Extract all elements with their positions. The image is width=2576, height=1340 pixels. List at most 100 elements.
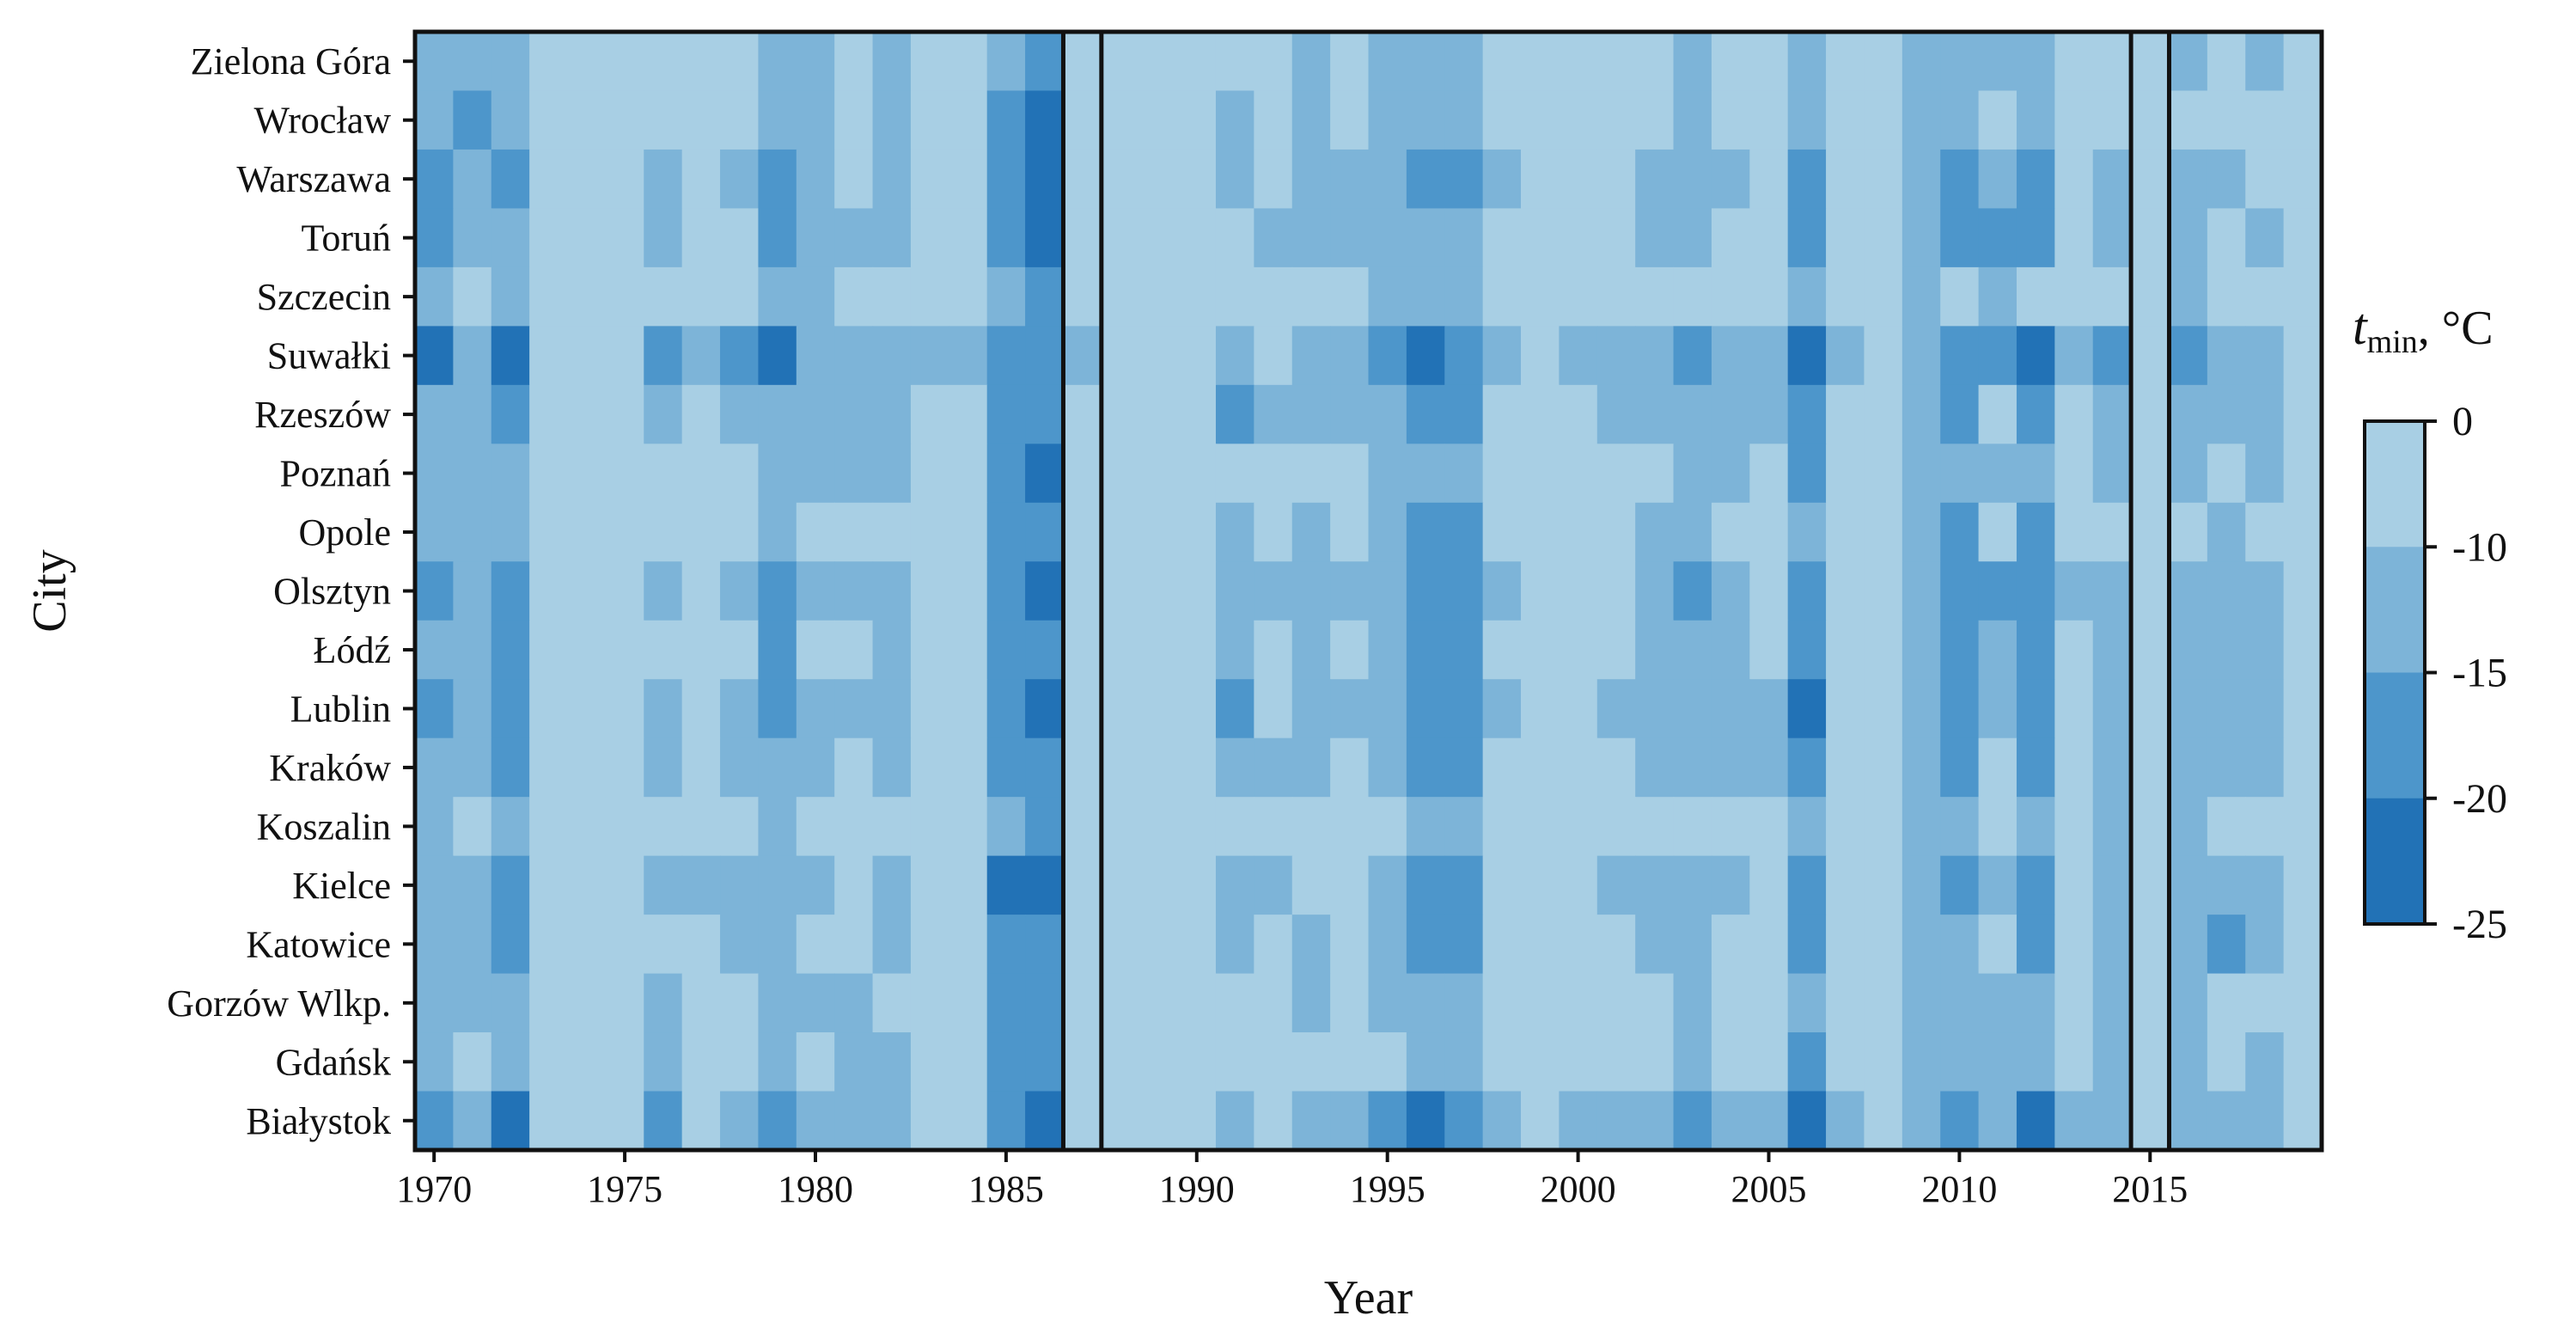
heatmap-cell bbox=[1482, 1032, 1522, 1092]
heatmap-cell bbox=[1063, 797, 1102, 857]
heatmap-cell bbox=[1406, 561, 1445, 621]
heatmap-cell bbox=[1406, 973, 1445, 1033]
heatmap-cell bbox=[1596, 326, 1636, 386]
heatmap-cell bbox=[720, 326, 760, 386]
heatmap-cell bbox=[1291, 444, 1331, 504]
heatmap-cell bbox=[2016, 266, 2055, 327]
heatmap-cell bbox=[1711, 620, 1750, 680]
heatmap-cell bbox=[491, 737, 530, 798]
heatmap-cell bbox=[415, 797, 454, 857]
heatmap-cell bbox=[2169, 561, 2208, 621]
heatmap-cell bbox=[491, 973, 530, 1033]
heatmap-cell bbox=[1177, 797, 1217, 857]
heatmap-cell bbox=[720, 266, 760, 327]
heatmap-cell bbox=[1559, 502, 1598, 562]
heatmap-cell bbox=[949, 561, 988, 621]
heatmap-cell bbox=[2207, 208, 2246, 268]
heatmap-cell bbox=[2016, 384, 2055, 444]
heatmap-cell bbox=[1101, 208, 1140, 268]
heatmap-cell bbox=[872, 384, 912, 444]
heatmap-cell bbox=[1940, 149, 1980, 210]
heatmap-cell bbox=[1482, 384, 1522, 444]
heatmap-cell bbox=[1826, 384, 1865, 444]
heatmap-cell bbox=[2016, 1091, 2055, 1151]
heatmap-cell bbox=[1025, 384, 1065, 444]
heatmap-cell bbox=[796, 620, 835, 680]
heatmap-cell bbox=[491, 444, 530, 504]
heatmap-cell bbox=[1940, 797, 1980, 857]
heatmap-cell bbox=[1559, 620, 1598, 680]
heatmap-cell bbox=[1291, 973, 1331, 1033]
heatmap-cell bbox=[605, 797, 644, 857]
heatmap-cell bbox=[720, 620, 760, 680]
heatmap-cell bbox=[605, 561, 644, 621]
heatmap-cell bbox=[796, 502, 835, 562]
heatmap-cell bbox=[1215, 737, 1254, 798]
heatmap-cell bbox=[415, 502, 454, 562]
heatmap-cell bbox=[2283, 384, 2323, 444]
heatmap-cell bbox=[1559, 266, 1598, 327]
heatmap-cell bbox=[1291, 797, 1331, 857]
heatmap-cell bbox=[1254, 502, 1293, 562]
heatmap-cell bbox=[1787, 1032, 1827, 1092]
heatmap-cell bbox=[1635, 1091, 1675, 1151]
heatmap-cell bbox=[910, 561, 949, 621]
heatmap-cell bbox=[1749, 326, 1789, 386]
heatmap-cell bbox=[2169, 1032, 2208, 1092]
heatmap-cell bbox=[1254, 797, 1293, 857]
heatmap-cell bbox=[681, 90, 721, 150]
heatmap-cell bbox=[872, 90, 912, 150]
heatmap-cell bbox=[1368, 561, 1407, 621]
colorbar-swatch bbox=[2365, 798, 2425, 925]
heatmap-cell bbox=[758, 797, 797, 857]
x-tick-label: 1990 bbox=[1159, 1168, 1235, 1210]
heatmap-cell bbox=[872, 561, 912, 621]
heatmap-cell bbox=[758, 855, 797, 915]
heatmap-cell bbox=[1826, 1032, 1865, 1092]
heatmap-cell bbox=[1901, 149, 1941, 210]
heatmap-cell bbox=[1482, 266, 1522, 327]
heatmap-cell bbox=[2283, 90, 2323, 150]
heatmap-cell bbox=[1215, 266, 1254, 327]
heatmap-cell bbox=[1330, 973, 1370, 1033]
heatmap-cell bbox=[1940, 90, 1980, 150]
heatmap-cell bbox=[720, 208, 760, 268]
heatmap-cell bbox=[681, 1032, 721, 1092]
heatmap-cell bbox=[1254, 149, 1293, 210]
y-tick-label: Katowice bbox=[246, 923, 391, 965]
heatmap-cell bbox=[758, 620, 797, 680]
heatmap-cell bbox=[1978, 502, 2017, 562]
heatmap-cell bbox=[1901, 90, 1941, 150]
heatmap-cell bbox=[681, 915, 721, 975]
heatmap-cell bbox=[1406, 855, 1445, 915]
heatmap-cell bbox=[2283, 149, 2323, 210]
heatmap-cell bbox=[2283, 208, 2323, 268]
heatmap-cell bbox=[1787, 737, 1827, 798]
heatmap-cell bbox=[1368, 502, 1407, 562]
heatmap-cell bbox=[605, 149, 644, 210]
heatmap-cell bbox=[1559, 90, 1598, 150]
heatmap-cell bbox=[1864, 208, 1903, 268]
heatmap-cell bbox=[1635, 1032, 1675, 1092]
heatmap-cell bbox=[1177, 855, 1217, 915]
heatmap-cell bbox=[1406, 266, 1445, 327]
heatmap-cell bbox=[1482, 444, 1522, 504]
heatmap-cell bbox=[415, 266, 454, 327]
heatmap-cell bbox=[1787, 502, 1827, 562]
heatmap-cell bbox=[1673, 561, 1712, 621]
heatmap-cell bbox=[758, 444, 797, 504]
heatmap-cell bbox=[758, 384, 797, 444]
heatmap-cell bbox=[529, 326, 569, 386]
heatmap-cell bbox=[1940, 561, 1980, 621]
heatmap-cell bbox=[1749, 266, 1789, 327]
heatmap-cell bbox=[2054, 620, 2094, 680]
heatmap-cell bbox=[1559, 973, 1598, 1033]
heatmap-cell bbox=[986, 1032, 1026, 1092]
heatmap-cell bbox=[1711, 444, 1750, 504]
heatmap-cell bbox=[2245, 32, 2285, 92]
heatmap-cell bbox=[949, 620, 988, 680]
heatmap-cell bbox=[2092, 855, 2132, 915]
heatmap-cell bbox=[1635, 855, 1675, 915]
heatmap-cell bbox=[1711, 855, 1750, 915]
heatmap-cell bbox=[2169, 90, 2208, 150]
